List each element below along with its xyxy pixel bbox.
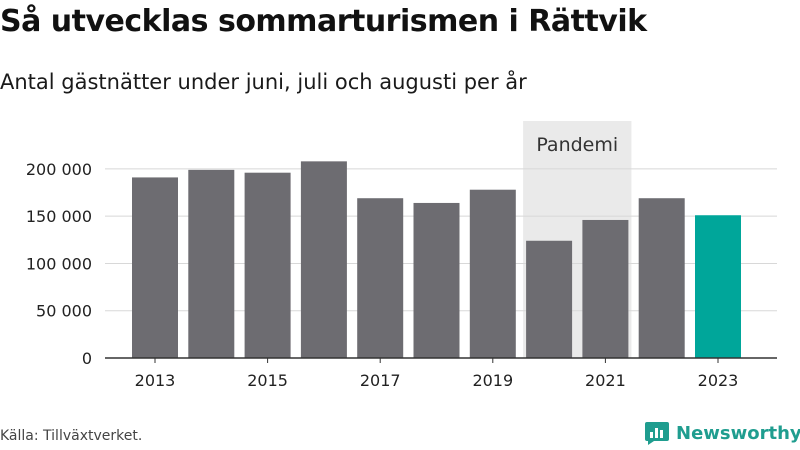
x-tick-label: 2021 (585, 371, 626, 390)
newsworthy-logo-icon (645, 422, 669, 445)
bar-2019 (469, 189, 516, 358)
y-tick-label: 200 000 (26, 160, 92, 179)
y-tick-label: 100 000 (26, 254, 92, 273)
x-tick-label: 2023 (698, 371, 739, 390)
bar-2023 (695, 215, 741, 358)
chart-title: Så utvecklas sommarturismen i Rättvik (0, 4, 647, 39)
bar-layer (132, 161, 741, 358)
y-tick-label: 150 000 (26, 207, 92, 226)
chart-subtitle: Antal gästnätter under juni, juli och au… (0, 70, 527, 94)
brand-name: Newsworthy (676, 422, 800, 444)
pandemic-label: Pandemi (536, 134, 618, 156)
bar-2018 (413, 202, 460, 358)
bar-2016 (300, 161, 347, 358)
y-tick-label: 50 000 (36, 302, 92, 321)
x-tick-label: 2019 (472, 371, 513, 390)
bar-2014 (188, 169, 235, 358)
bar-2021 (582, 219, 629, 358)
brand-logo: Newsworthy (644, 419, 800, 447)
axis-layer: 2013 2015 2017 2019 2021 2023 (105, 357, 777, 390)
source-note: Källa: Tillväxtverket. (0, 428, 143, 444)
bar-2022 (638, 198, 685, 358)
x-tick-label: 2013 (135, 371, 176, 390)
x-tick-label: 2017 (360, 371, 401, 390)
bar-2020 (526, 240, 573, 358)
x-tick-label: 2015 (247, 371, 288, 390)
bar-2015 (244, 172, 291, 358)
bar-2013 (132, 177, 178, 358)
y-tick-label: 0 (82, 349, 92, 368)
bar-2017 (357, 198, 404, 358)
